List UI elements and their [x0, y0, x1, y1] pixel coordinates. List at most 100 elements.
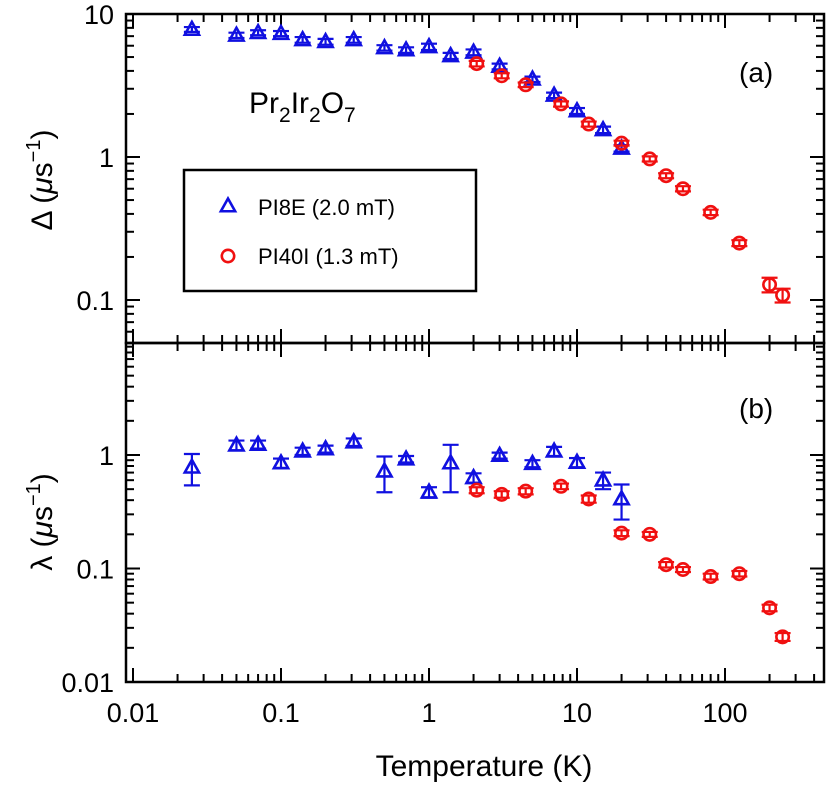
panel-a-label: (a) [739, 57, 773, 88]
panel-b-y-axis-title-close: ) [26, 473, 59, 483]
y-tick-label: 0.1 [76, 555, 114, 585]
data-point-triangle [567, 452, 587, 469]
panel-b-frame [124, 341, 826, 684]
compound-subscript-2: 2 [309, 104, 321, 127]
data-point-triangle [567, 100, 587, 118]
data-point-triangle [375, 37, 394, 55]
data-point-triangle [316, 31, 335, 49]
data-point-triangle [523, 453, 542, 471]
data-point-triangle [544, 441, 564, 458]
legend-marker-pi40i [220, 248, 236, 264]
data-point-circle [731, 566, 747, 582]
data-point-triangle [227, 435, 246, 452]
y-tick-label: 0.01 [61, 668, 114, 698]
data-point-triangle [344, 431, 364, 449]
data-point-triangle [490, 56, 509, 73]
panel-a-y-axis-title-symbol: Δ ( [26, 194, 59, 231]
data-point-circle [518, 483, 534, 499]
data-point-circle [469, 56, 485, 72]
data-point-circle [762, 600, 778, 616]
panel-b-y-axis-title-symbol: λ ( [26, 537, 59, 570]
data-point-circle [762, 277, 778, 293]
x-tick-labels: 0.01 0.1 1 10 100 [107, 698, 748, 728]
panel-b-y-axis-title: λ (μs−1) [23, 473, 59, 571]
data-point-triangle [375, 461, 394, 478]
y-tick-label: 1 [99, 143, 114, 173]
data-point-triangle [419, 36, 439, 54]
panel-a-ticks [126, 13, 824, 345]
compound-element-ir: Ir [291, 87, 309, 120]
data-point-triangle [441, 452, 460, 470]
x-tick-label: 0.01 [107, 698, 160, 728]
data-point-circle [642, 151, 658, 167]
data-point-triangle [293, 441, 312, 458]
legend-triangle-marker [218, 195, 238, 213]
data-point-circle [494, 486, 510, 502]
data-point-circle [553, 478, 569, 494]
legend-circle-marker [220, 248, 236, 264]
panel-a-y-tick-labels: 0.1 1 10 [76, 0, 114, 316]
panel-b: 0.01 0.1 1 0.01 0.1 1 10 100 (b) λ (μs−1) Temp… [23, 341, 826, 783]
data-point-circle [675, 181, 691, 197]
compound-formula: Pr2Ir2O7 [249, 87, 356, 127]
panel-a-y-axis-title-unit-s: s [26, 162, 59, 177]
legend-marker-pi8e [218, 195, 238, 213]
legend-label-pi40i: PI40I (1.3 mT) [258, 244, 399, 269]
data-point-triangle [271, 23, 291, 41]
data-point-triangle [593, 119, 613, 137]
data-point-triangle [271, 452, 291, 470]
data-point-triangle [316, 438, 335, 456]
data-point-triangle [396, 448, 416, 466]
compound-element-pr: Pr [249, 87, 279, 120]
data-point-circle [614, 525, 630, 541]
data-point-triangle [227, 25, 246, 42]
data-point-circle [658, 557, 674, 573]
legend-label-pi8e: PI8E (2.0 mT) [258, 195, 395, 220]
data-point-triangle [182, 19, 202, 36]
data-point-circle [775, 629, 791, 645]
data-point-triangle [593, 470, 613, 487]
panel-b-series-pi8e [182, 431, 631, 521]
data-point-triangle [464, 467, 483, 485]
panel-a-y-axis-title: Δ (μs−1) [23, 130, 59, 231]
x-tick-label: 0.1 [262, 698, 300, 728]
data-point-triangle [293, 29, 312, 47]
panel-b-y-axis-title-unit-s: s [26, 506, 59, 521]
data-point-circle [658, 168, 674, 184]
data-point-circle [553, 96, 569, 112]
data-point-circle [703, 569, 719, 585]
x-tick-label: 100 [702, 698, 747, 728]
data-point-circle [731, 235, 747, 251]
compound-subscript-1: 2 [279, 104, 291, 127]
data-point-circle [469, 482, 485, 498]
panel-b-y-tick-labels: 0.01 0.1 1 [61, 441, 114, 698]
data-point-triangle [396, 39, 416, 57]
compound-subscript-3: 7 [344, 104, 356, 127]
panel-b-ticks [126, 343, 824, 683]
legend: PI8E (2.0 mT) PI40I (1.3 mT) [182, 168, 478, 293]
y-tick-label: 1 [99, 441, 114, 471]
data-point-circle [675, 561, 691, 577]
data-point-circle [642, 526, 658, 542]
data-point-triangle [612, 488, 631, 506]
data-point-circle [614, 135, 630, 151]
data-point-circle [581, 491, 597, 507]
panel-a-y-axis-title-exp: −1 [23, 140, 45, 163]
panel-b-y-axis-title-exp: −1 [23, 483, 45, 506]
panel-a-y-axis-title-unit: μ [26, 177, 59, 194]
data-point-circle [581, 116, 597, 132]
panel-a-series-pi40i [468, 56, 791, 304]
data-point-triangle [248, 22, 268, 40]
data-point-circle [518, 77, 534, 93]
data-point-circle [703, 204, 719, 220]
legend-frame [182, 168, 478, 293]
data-point-triangle [419, 482, 439, 499]
data-point-triangle [490, 445, 509, 463]
data-point-triangle [248, 434, 268, 451]
x-tick-label: 10 [562, 698, 592, 728]
data-point-triangle [441, 45, 460, 63]
panel-b-series-pi40i [468, 478, 791, 645]
x-axis-title: Temperature (K) [376, 750, 593, 783]
